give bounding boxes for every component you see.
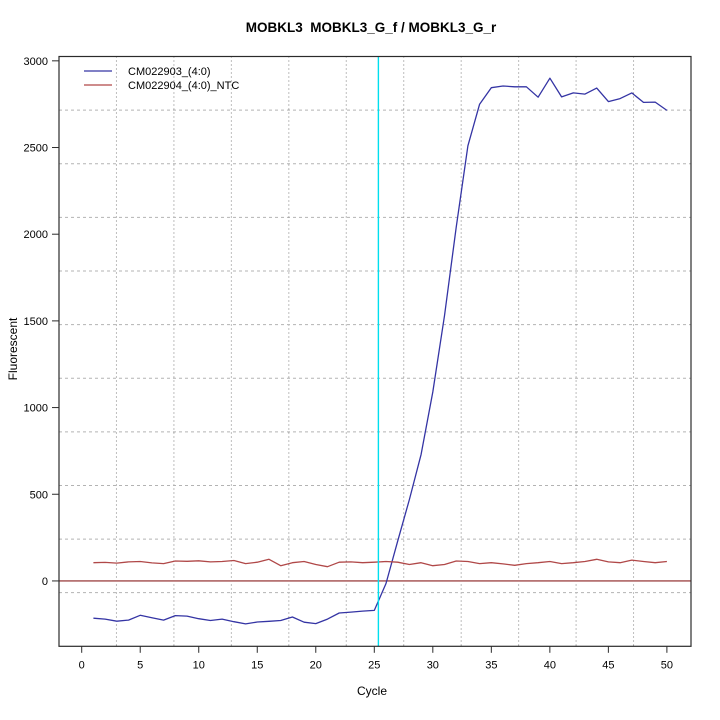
y-tick-label: 2500: [24, 143, 48, 155]
series-line-1: [93, 77, 668, 625]
y-tick-label: 1000: [24, 403, 48, 415]
plot-area: 0 5 10 15 20 25 30 35 40 45 5005001000150020002500…: [24, 55, 692, 671]
x-tick-label: 20: [310, 659, 322, 671]
x-tick-label: 35: [485, 659, 497, 671]
x-tick-label: 5: [137, 659, 143, 671]
series-line-2: [93, 558, 667, 568]
x-tick-label: 25: [368, 659, 380, 671]
x-tick-label: 15: [251, 659, 263, 671]
x-tick-label: 10: [193, 659, 205, 671]
plot-box: [58, 55, 692, 647]
x-tick-label: 50: [661, 659, 673, 671]
y-axis-label: Fluorescent: [6, 317, 20, 380]
y-tick-label: 2000: [24, 229, 48, 241]
y-tick-label: 1500: [24, 316, 48, 328]
x-tick-label: 0: [79, 659, 85, 671]
y-tick-label: 3000: [24, 56, 48, 68]
plot-title: MOBKL3 MOBKL3_G_f / MOBKL3_G_r: [246, 20, 497, 35]
x-axis-label: Cycle: [357, 684, 387, 698]
legend-label-2: CM022904_(4:0)_NTC: [128, 80, 239, 92]
x-tick-label: 40: [544, 659, 556, 671]
x-tick-label: 30: [427, 659, 439, 671]
y-tick-label: 500: [30, 489, 48, 501]
y-tick-label: 0: [42, 576, 48, 588]
legend-label-1: CM022903_(4:0): [128, 66, 211, 78]
legend: CM022903_(4:0) CM022904_(4:0)_NTC: [84, 66, 239, 92]
x-tick-label: 45: [602, 659, 614, 671]
